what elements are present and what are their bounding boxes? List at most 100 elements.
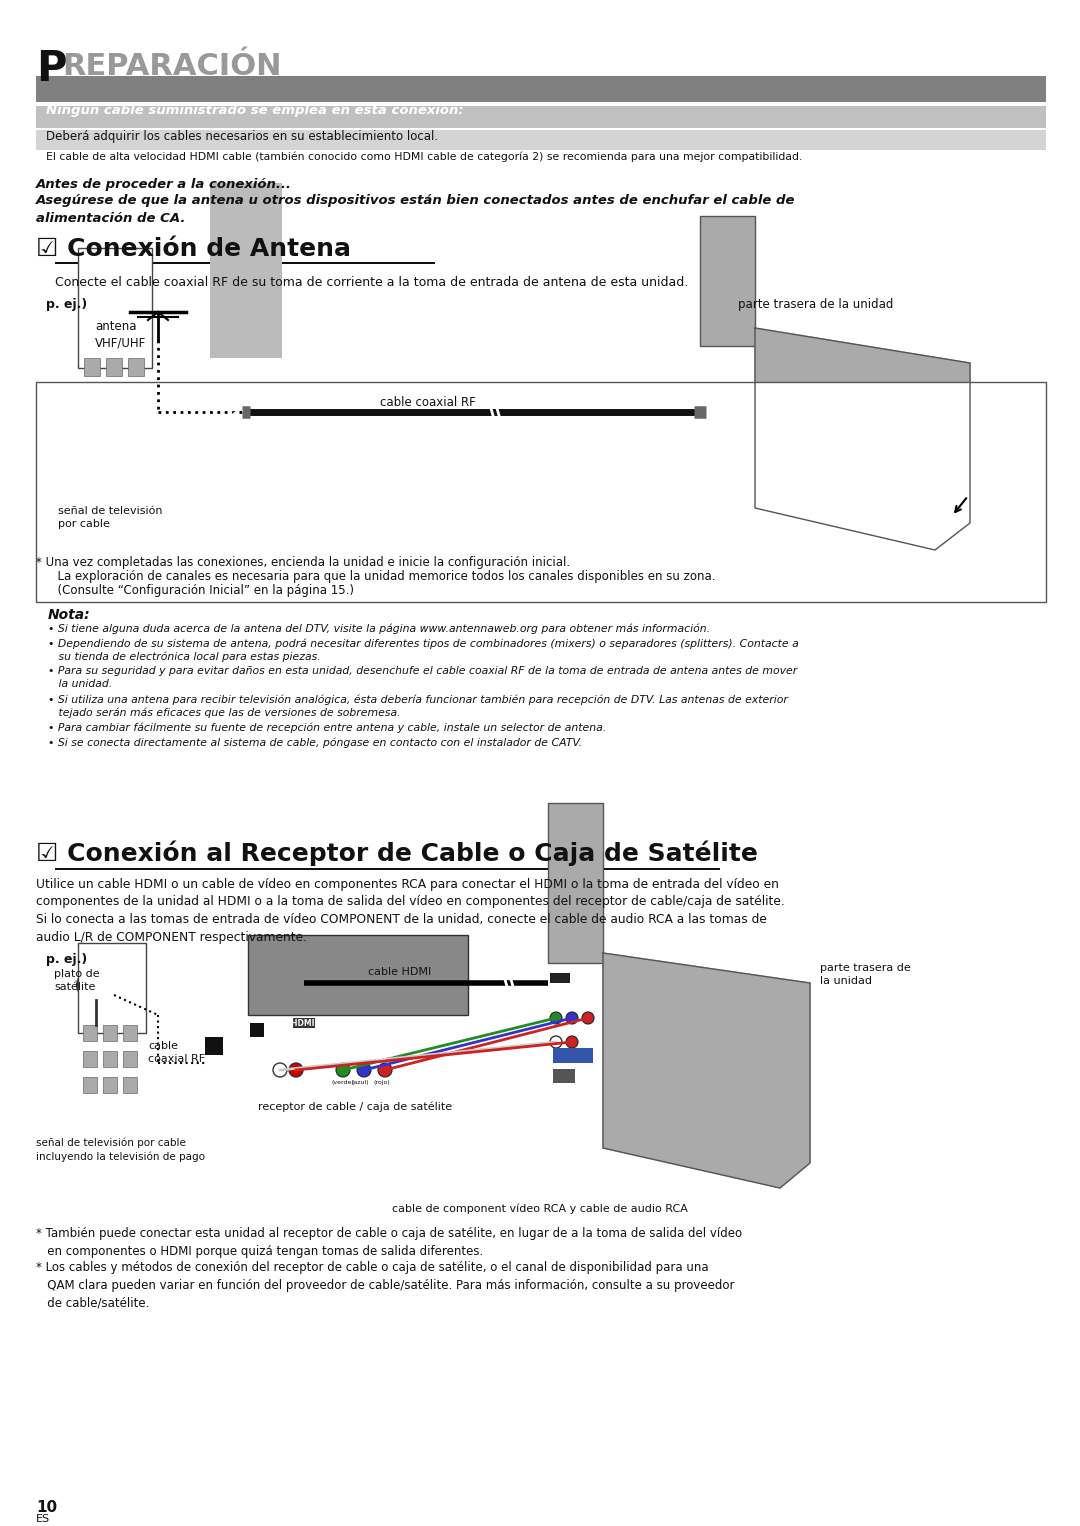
- Bar: [123, 1051, 137, 1067]
- Text: cable
coaxial RF: cable coaxial RF: [148, 1041, 205, 1064]
- Circle shape: [336, 1064, 350, 1077]
- Text: La exploración de canales es necesaria para que la unidad memorice todos los can: La exploración de canales es necesaria p…: [50, 571, 715, 583]
- Bar: [129, 410, 144, 427]
- Text: L        R: L R: [274, 1058, 295, 1062]
- Text: señal de televisión por cable
incluyendo la televisión de pago: señal de televisión por cable incluyendo…: [36, 1138, 205, 1163]
- Text: Asegúrese de que la antena u otros dispositivos están bien conectados antes de e: Asegúrese de que la antena u otros dispo…: [36, 194, 796, 224]
- Text: o: o: [210, 1059, 216, 1070]
- Text: antena
VHF/UHF: antena VHF/UHF: [95, 320, 146, 349]
- Text: * También puede conectar esta unidad al receptor de cable o caja de satélite, en: * También puede conectar esta unidad al …: [36, 1227, 742, 1257]
- Text: • Dependiendo de su sistema de antena, podrá necesitar diferentes tipos de combi: • Dependiendo de su sistema de antena, p…: [48, 638, 799, 662]
- Bar: [293, 1018, 315, 1029]
- Circle shape: [550, 1012, 562, 1024]
- Bar: [700, 217, 755, 346]
- Bar: [548, 803, 603, 963]
- Bar: [84, 436, 100, 455]
- Text: cable coaxial RF: cable coaxial RF: [380, 397, 476, 409]
- Text: HDMI OUT: HDMI OUT: [291, 1019, 335, 1029]
- Bar: [36, 382, 1047, 601]
- Text: COMPONENT VIDEO OUT: COMPONENT VIDEO OUT: [330, 1048, 408, 1053]
- Text: parte trasera de la unidad: parte trasera de la unidad: [738, 298, 893, 311]
- Circle shape: [289, 1064, 303, 1077]
- Bar: [106, 359, 122, 375]
- Bar: [36, 105, 1047, 128]
- Text: • Si utiliza una antena para recibir televisión analógica, ésta debería funciona: • Si utiliza una antena para recibir tel…: [48, 694, 788, 719]
- Text: p. ej.): p. ej.): [46, 954, 87, 966]
- Bar: [129, 436, 144, 455]
- Bar: [84, 359, 100, 375]
- Text: P: P: [36, 47, 67, 90]
- Bar: [228, 386, 246, 404]
- Circle shape: [273, 1064, 287, 1077]
- Text: o: o: [252, 1039, 258, 1048]
- Circle shape: [566, 1036, 578, 1048]
- Bar: [553, 1070, 575, 1083]
- Circle shape: [378, 1064, 392, 1077]
- Text: (Consulte “Configuración Inicial” en la página 15.): (Consulte “Configuración Inicial” en la …: [50, 584, 354, 597]
- Text: • Si tiene alguna duda acerca de la antena del DTV, visite la página www.antenna: • Si tiene alguna duda acerca de la ante…: [48, 624, 711, 635]
- Text: Nota:: Nota:: [48, 607, 91, 623]
- Polygon shape: [755, 328, 970, 549]
- Bar: [83, 1051, 97, 1067]
- Text: Conecte el cable coaxial RF de su toma de corriente a la toma de entrada de ante: Conecte el cable coaxial RF de su toma d…: [55, 276, 688, 288]
- Circle shape: [701, 403, 719, 421]
- Text: (azul): (azul): [352, 1080, 369, 1085]
- Text: ANT IN: ANT IN: [251, 1054, 274, 1061]
- Circle shape: [566, 1012, 578, 1024]
- Text: señal de televisión
por cable: señal de televisión por cable: [58, 507, 162, 530]
- Text: * Los cables y métodos de conexión del receptor de cable o caja de satélite, o e: * Los cables y métodos de conexión del r…: [36, 1260, 734, 1309]
- Text: Y      Pb/Cb    Pr/Cr: Y Pb/Cb Pr/Cr: [336, 1054, 386, 1061]
- Text: ☑ Conexión de Antena: ☑ Conexión de Antena: [36, 237, 351, 261]
- Text: * Una vez completadas las conexiones, encienda la unidad e inicie la configuraci: * Una vez completadas las conexiones, en…: [36, 555, 570, 569]
- Bar: [83, 1025, 97, 1041]
- Bar: [129, 385, 144, 401]
- Text: cable de component vídeo RCA y cable de audio RCA: cable de component vídeo RCA y cable de …: [392, 1202, 688, 1213]
- Text: Deberá adquirir los cables necesarios en su establecimiento local.: Deberá adquirir los cables necesarios en…: [46, 130, 438, 143]
- Bar: [106, 436, 122, 455]
- Bar: [36, 130, 1047, 150]
- Text: ES: ES: [36, 1514, 50, 1524]
- Bar: [103, 1051, 117, 1067]
- Bar: [550, 974, 570, 983]
- Bar: [84, 385, 100, 401]
- Text: • Para su seguridad y para evitar daños en esta unidad, desenchufe el cable coax: • Para su seguridad y para evitar daños …: [48, 667, 797, 690]
- Bar: [78, 943, 146, 1033]
- Bar: [205, 1038, 222, 1054]
- Bar: [83, 1077, 97, 1093]
- Bar: [78, 249, 152, 368]
- Bar: [36, 76, 1047, 82]
- Bar: [553, 1048, 593, 1064]
- Text: Ningún cable suministrado se emplea en esta conexión:: Ningún cable suministrado se emplea en e…: [46, 104, 463, 118]
- Polygon shape: [603, 954, 810, 1189]
- Circle shape: [357, 1064, 372, 1077]
- Circle shape: [582, 1012, 594, 1024]
- Text: p. ej.): p. ej.): [46, 298, 87, 311]
- Text: • Si se conecta directamente al sistema de cable, póngase en contacto con el ins: • Si se conecta directamente al sistema …: [48, 737, 582, 748]
- Text: ☑ Conexión al Receptor de Cable o Caja de Satélite: ☑ Conexión al Receptor de Cable o Caja d…: [36, 839, 758, 865]
- Bar: [123, 1077, 137, 1093]
- Bar: [106, 385, 122, 401]
- Bar: [84, 410, 100, 427]
- Bar: [210, 183, 282, 359]
- Bar: [103, 1025, 117, 1041]
- Text: receptor de cable / caja de satélite: receptor de cable / caja de satélite: [258, 1100, 453, 1111]
- Text: plato de
satélite: plato de satélite: [54, 969, 99, 992]
- Bar: [103, 1077, 117, 1093]
- Bar: [55, 868, 720, 870]
- Bar: [36, 76, 1047, 102]
- Bar: [123, 1025, 137, 1041]
- Text: (verde): (verde): [330, 1080, 354, 1085]
- Bar: [129, 359, 144, 375]
- Text: Utilice un cable HDMI o un cable de vídeo en componentes RCA para conectar el HD: Utilice un cable HDMI o un cable de víde…: [36, 877, 785, 943]
- Ellipse shape: [77, 971, 114, 1000]
- Text: • Para cambiar fácilmente su fuente de recepción entre antena y cable, instale u: • Para cambiar fácilmente su fuente de r…: [48, 722, 606, 732]
- Text: cable HDMI: cable HDMI: [368, 967, 431, 977]
- Text: (rojo): (rojo): [373, 1080, 390, 1085]
- Circle shape: [550, 1036, 562, 1048]
- Text: REPARACIÓN: REPARACIÓN: [62, 52, 282, 81]
- Text: El cable de alta velocidad HDMI cable (también conocido como HDMI cable de categ: El cable de alta velocidad HDMI cable (t…: [46, 153, 802, 162]
- Text: 10: 10: [36, 1500, 57, 1515]
- Text: parte trasera de
la unidad: parte trasera de la unidad: [820, 963, 910, 986]
- Bar: [55, 262, 435, 264]
- Text: Antes de proceder a la conexión...: Antes de proceder a la conexión...: [36, 179, 292, 191]
